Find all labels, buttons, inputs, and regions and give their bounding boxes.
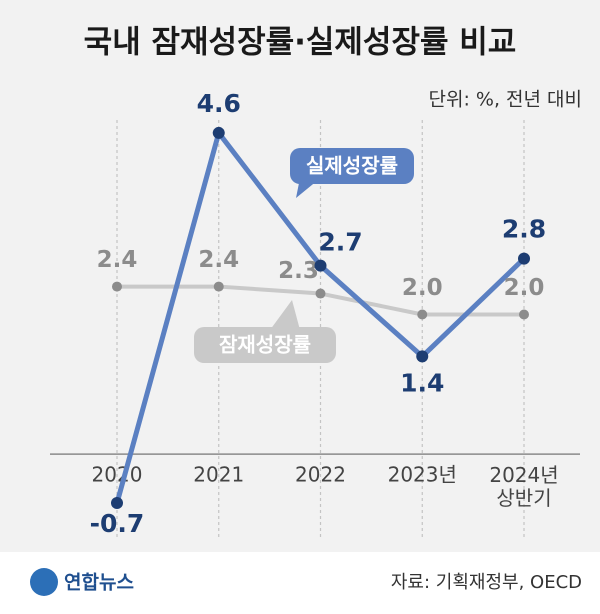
x-tick-label: 2021 — [193, 463, 244, 487]
legend-box — [270, 300, 300, 330]
legend-box — [290, 148, 414, 184]
data-label: 2.8 — [502, 215, 546, 244]
x-tick-label: 2023년 — [388, 463, 457, 487]
legend-label: 잠재성장률 — [219, 333, 311, 357]
chart-subtitle: 단위: %, 전년 대비 — [429, 89, 583, 111]
data-point — [416, 350, 429, 363]
data-point — [212, 126, 225, 139]
footer-band — [0, 552, 600, 614]
x-tick-label: 2024년 상반기 — [489, 463, 558, 510]
chart-title: 국내 잠재성장률·실제성장률 비교 — [84, 25, 517, 61]
data-point — [111, 497, 123, 510]
data-label: 2.4 — [97, 247, 138, 273]
data-point — [518, 252, 530, 265]
x-tick-label: 2022 — [295, 463, 346, 487]
data-point — [112, 281, 122, 292]
data-label: 2.0 — [504, 275, 545, 301]
source: 자료: 기획재정부, OECD — [391, 572, 582, 593]
data-point — [314, 259, 327, 272]
data-point — [519, 309, 529, 320]
data-point — [315, 288, 326, 299]
legend-label: 실제성장률 — [306, 154, 398, 178]
data-label: 2.4 — [198, 247, 239, 273]
data-label: 2.7 — [318, 228, 362, 257]
data-label: 2.3 — [278, 258, 319, 284]
legend-box — [194, 327, 336, 363]
data-label: 1.4 — [400, 368, 444, 397]
data-label: 4.6 — [197, 89, 241, 118]
data-point — [213, 281, 224, 292]
data-point — [417, 309, 428, 320]
data-label: 2.0 — [402, 275, 443, 301]
data-label: -0.7 — [90, 509, 145, 538]
x-tick-label: 2020 — [92, 463, 143, 487]
logo-icon — [30, 568, 58, 596]
logo: 연합뉴스 — [64, 572, 134, 594]
